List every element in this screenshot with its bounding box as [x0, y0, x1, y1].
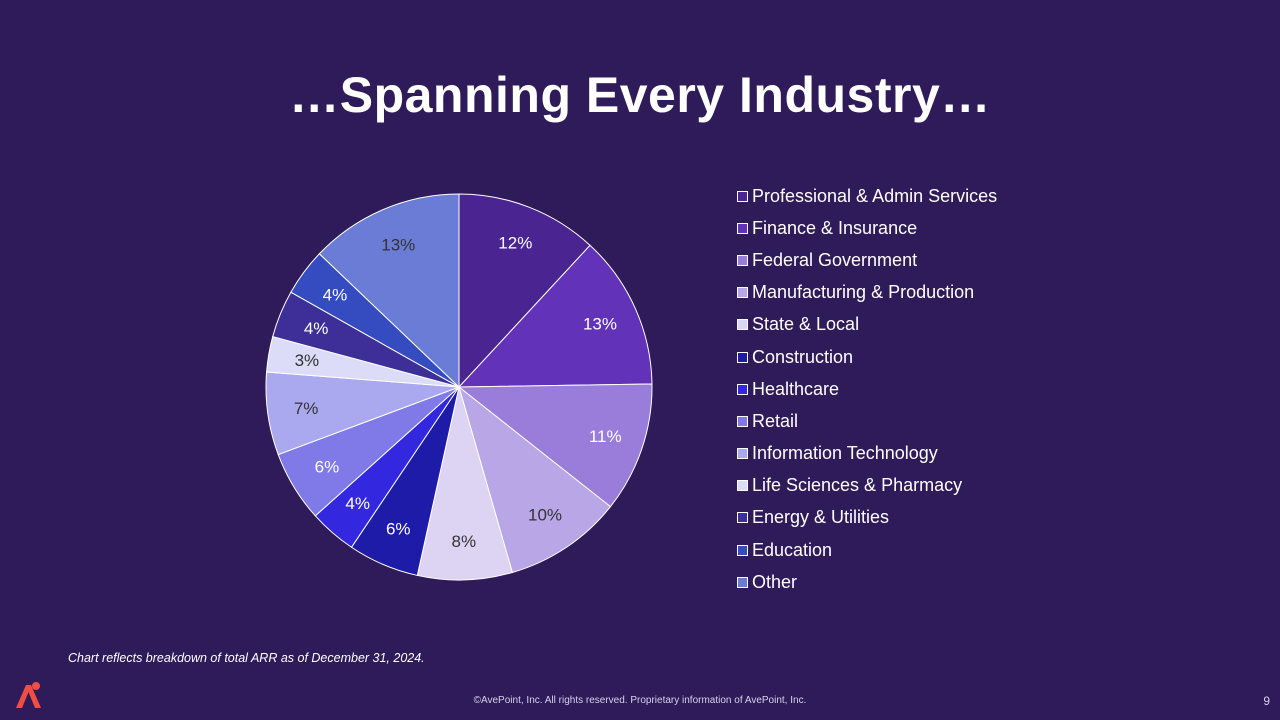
legend-swatch — [737, 448, 748, 460]
legend-swatch — [737, 544, 748, 556]
pie-slice-other — [318, 193, 460, 389]
legend-label: Retail — [752, 410, 799, 431]
legend-item-finance-and-insurance: Finance & Insurance — [737, 212, 997, 244]
legend-label: Education — [752, 539, 833, 560]
pie-label-life-sciences-and-pharmacy: 3% — [295, 351, 320, 370]
legend-label: Energy & Utilities — [752, 507, 890, 528]
legend-label: Manufacturing & Production — [752, 282, 975, 303]
pie-slice-finance-and-insurance — [457, 244, 653, 388]
legend-swatch — [737, 351, 748, 363]
pie-slice-professional-and-admin-services — [458, 193, 591, 389]
legend-label: Construction — [752, 346, 854, 367]
legend-swatch — [737, 319, 748, 331]
legend-swatch — [737, 576, 748, 588]
legend-label: Life Sciences & Pharmacy — [752, 475, 963, 496]
avepoint-logo-icon — [16, 682, 41, 708]
legend-item-professional-and-admin-services: Professional & Admin Services — [737, 180, 997, 212]
pie-label-education: 4% — [323, 286, 348, 305]
legend-item-manufacturing-and-production: Manufacturing & Production — [737, 277, 997, 309]
legend-item-state-and-local: State & Local — [737, 309, 997, 341]
legend-label: Professional & Admin Services — [752, 185, 998, 206]
legend-swatch — [737, 222, 748, 234]
slide-title: …Spanning Every Industry… — [289, 67, 991, 123]
pie-label-federal-government: 11% — [589, 427, 622, 446]
chart-footnote: Chart reflects breakdown of total ARR as… — [68, 651, 425, 665]
legend-item-retail: Retail — [737, 405, 997, 437]
legend-swatch — [737, 190, 748, 202]
legend-label: State & Local — [752, 314, 860, 335]
pie-slice-manufacturing-and-production — [458, 385, 612, 574]
pie-label-other: 13% — [381, 236, 415, 255]
pie-slice-federal-government — [457, 383, 653, 508]
copyright-footer: ©AvePoint, Inc. All rights reserved. Pro… — [473, 695, 807, 706]
legend-swatch — [737, 287, 748, 299]
legend-item-education: Education — [737, 534, 997, 566]
legend-item-energy-and-utilities: Energy & Utilities — [737, 502, 997, 534]
legend-item-information-technology: Information Technology — [737, 438, 997, 470]
legend-swatch — [737, 254, 748, 266]
legend-label: Information Technology — [752, 443, 938, 464]
legend-swatch — [737, 415, 748, 427]
legend-item-healthcare: Healthcare — [737, 373, 997, 405]
pie-label-construction: 6% — [386, 519, 411, 538]
pie-label-retail: 6% — [315, 457, 340, 476]
chart-legend: Professional & Admin Services Finance & I… — [737, 180, 997, 598]
pie-label-finance-and-insurance: 13% — [583, 315, 617, 334]
page-number: 9 — [1263, 694, 1270, 708]
pie-label-information-technology: 7% — [294, 399, 319, 418]
legend-label: Other — [752, 571, 798, 592]
industry-pie-chart: 12% 13% 11% 10% 8% 6% 4% 6% 7% 3% 4% 4% 13% — [265, 193, 653, 581]
pie-label-professional-and-admin-services: 12% — [498, 234, 532, 253]
legend-swatch — [737, 383, 748, 395]
legend-item-other: Other — [737, 566, 997, 598]
pie-label-healthcare: 4% — [345, 494, 370, 513]
legend-label: Finance & Insurance — [752, 217, 918, 238]
legend-item-federal-government: Federal Government — [737, 244, 997, 276]
pie-label-state-and-local: 8% — [452, 532, 477, 551]
legend-swatch — [737, 512, 748, 524]
pie-label-manufacturing-and-production: 10% — [528, 506, 562, 525]
pie-label-energy-and-utilities: 4% — [304, 319, 329, 338]
pie-slice-state-and-local — [416, 386, 513, 581]
legend-item-life-sciences-and-pharmacy: Life Sciences & Pharmacy — [737, 470, 997, 502]
legend-swatch — [737, 480, 748, 492]
legend-label: Federal Government — [752, 249, 918, 270]
legend-item-construction: Construction — [737, 341, 997, 373]
legend-label: Healthcare — [752, 378, 840, 399]
